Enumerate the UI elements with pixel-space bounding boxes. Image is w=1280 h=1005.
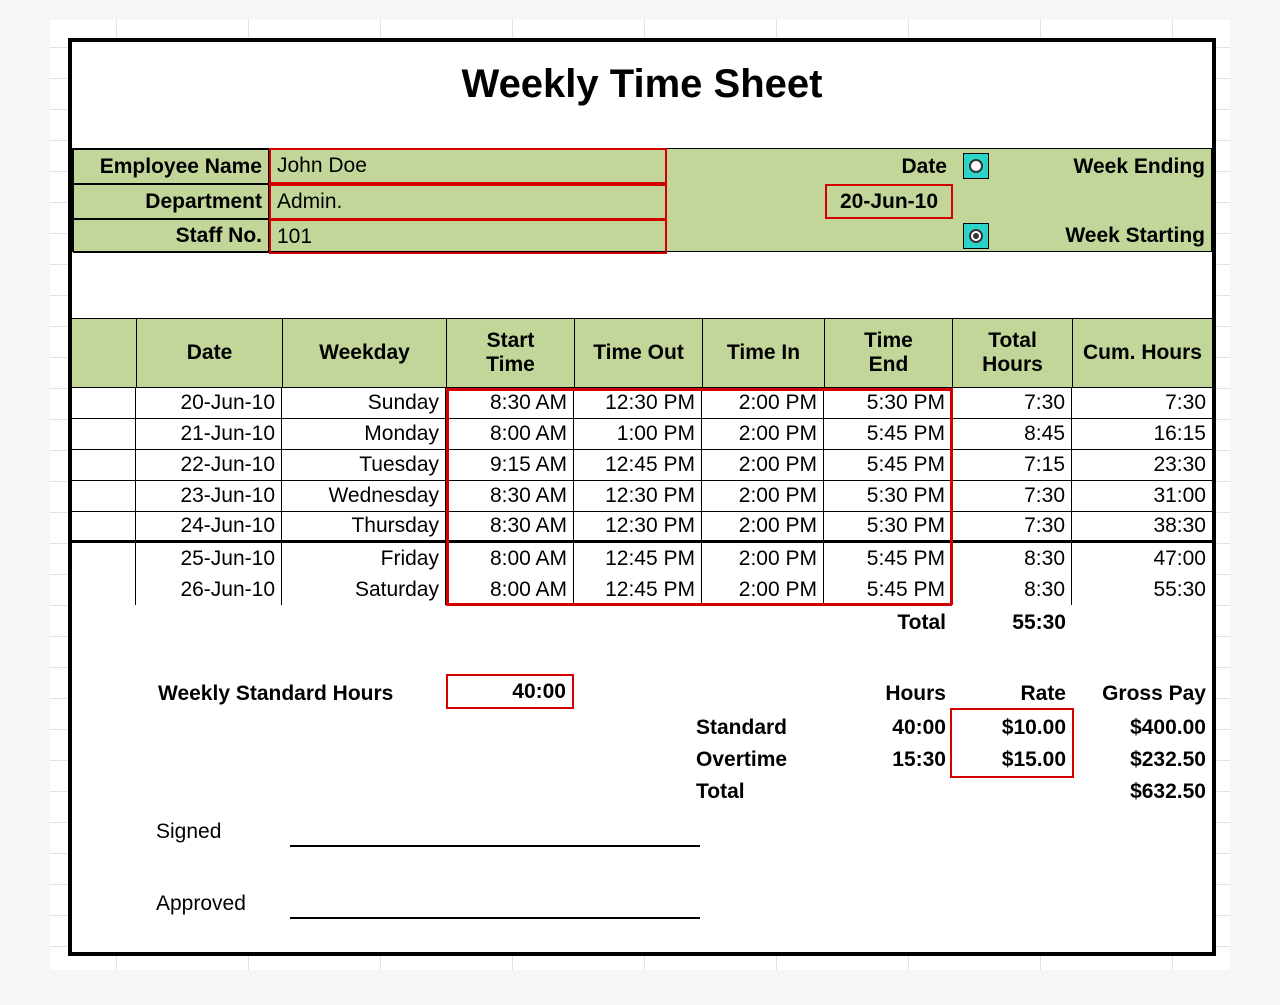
summary-overtime-rate[interactable]: $15.00 [952, 744, 1072, 775]
grid-total-value: 55:30 [952, 607, 1072, 638]
week-ending-label: Week Ending [993, 149, 1211, 184]
page-title: Weekly Time Sheet [72, 62, 1212, 107]
weekly-std-input[interactable]: 40:00 [446, 674, 574, 709]
department-input[interactable]: Admin. [269, 184, 667, 220]
summary-standard-rate[interactable]: $10.00 [952, 712, 1072, 743]
signed-label: Signed [150, 816, 290, 847]
employee-name-label: Employee Name [73, 149, 269, 184]
grid-total-label: Total [824, 607, 952, 638]
staff-no-input[interactable]: 101 [269, 219, 667, 254]
signed-line [290, 845, 700, 847]
cell-out[interactable]: 12:30 PM [574, 388, 702, 419]
cell-date: 20-Jun-10 [136, 388, 282, 419]
summary-overtime-gross: $232.50 [1072, 744, 1212, 775]
table-row: 22-Jun-10 Tuesday 9:15 AM 12:45 PM 2:00 … [72, 450, 1212, 481]
weekly-std-label: Weekly Standard Hours [152, 678, 446, 709]
staff-no-label: Staff No. [73, 219, 269, 253]
col-time-end: TimeEnd [824, 319, 952, 387]
table-row: 21-Jun-10 Monday 8:00 AM 1:00 PM 2:00 PM… [72, 419, 1212, 450]
cell-weekday: Sunday [282, 388, 446, 419]
table-row: 23-Jun-10 Wednesday 8:30 AM 12:30 PM 2:0… [72, 481, 1212, 512]
summary-gross-hdr: Gross Pay [1072, 678, 1212, 709]
table-header-row: Date Weekday StartTime Time Out Time In … [72, 318, 1212, 388]
table-row: 24-Jun-10 Thursday 8:30 AM 12:30 PM 2:00… [72, 512, 1212, 543]
week-ending-radio[interactable] [963, 153, 989, 179]
col-start-time: StartTime [446, 319, 574, 387]
summary-rate-hdr: Rate [952, 678, 1072, 709]
summary-standard-label: Standard [690, 712, 824, 743]
col-time-out: Time Out [574, 319, 702, 387]
date-label: Date [825, 149, 953, 184]
employee-name-input[interactable]: John Doe [269, 148, 667, 184]
col-time-in: Time In [702, 319, 824, 387]
summary-overtime-label: Overtime [690, 744, 824, 775]
table-row: 20-Jun-10 Sunday 8:30 AM 12:30 PM 2:00 P… [72, 388, 1212, 419]
col-weekday: Weekday [282, 319, 446, 387]
date-input[interactable]: 20-Jun-10 [825, 184, 953, 219]
table-row: 26-Jun-10 Saturday 8:00 AM 12:45 PM 2:00… [72, 574, 1212, 605]
spreadsheet-background: Weekly Time Sheet Employee Name Departme… [50, 20, 1230, 970]
timesheet-grid: 20-Jun-10 Sunday 8:30 AM 12:30 PM 2:00 P… [72, 388, 1212, 605]
cell-start[interactable]: 8:30 AM [446, 388, 574, 419]
approved-label: Approved [150, 888, 290, 919]
cell-total: 7:30 [952, 388, 1072, 419]
approved-line [290, 917, 700, 919]
cell-end[interactable]: 5:30 PM [824, 388, 952, 419]
summary-overtime-hours: 15:30 [824, 744, 952, 775]
summary-standard-hours: 40:00 [824, 712, 952, 743]
summary-standard-gross: $400.00 [1072, 712, 1212, 743]
timesheet-frame: Weekly Time Sheet Employee Name Departme… [68, 38, 1216, 956]
summary-total-gross: $632.50 [1072, 776, 1212, 807]
col-date: Date [136, 319, 282, 387]
table-row: 25-Jun-10 Friday 8:00 AM 12:45 PM 2:00 P… [72, 543, 1212, 574]
summary-total-label: Total [690, 776, 824, 807]
col-cum-hours: Cum. Hours [1072, 319, 1212, 387]
summary-hours-hdr: Hours [824, 678, 952, 709]
week-starting-radio[interactable] [963, 223, 989, 249]
employee-info-band: Employee Name Department Staff No. John … [72, 148, 1212, 252]
cell-cum: 7:30 [1072, 388, 1212, 419]
week-starting-label: Week Starting [993, 218, 1211, 253]
cell-in[interactable]: 2:00 PM [702, 388, 824, 419]
department-label: Department [73, 184, 269, 219]
col-total-hours: TotalHours [952, 319, 1072, 387]
